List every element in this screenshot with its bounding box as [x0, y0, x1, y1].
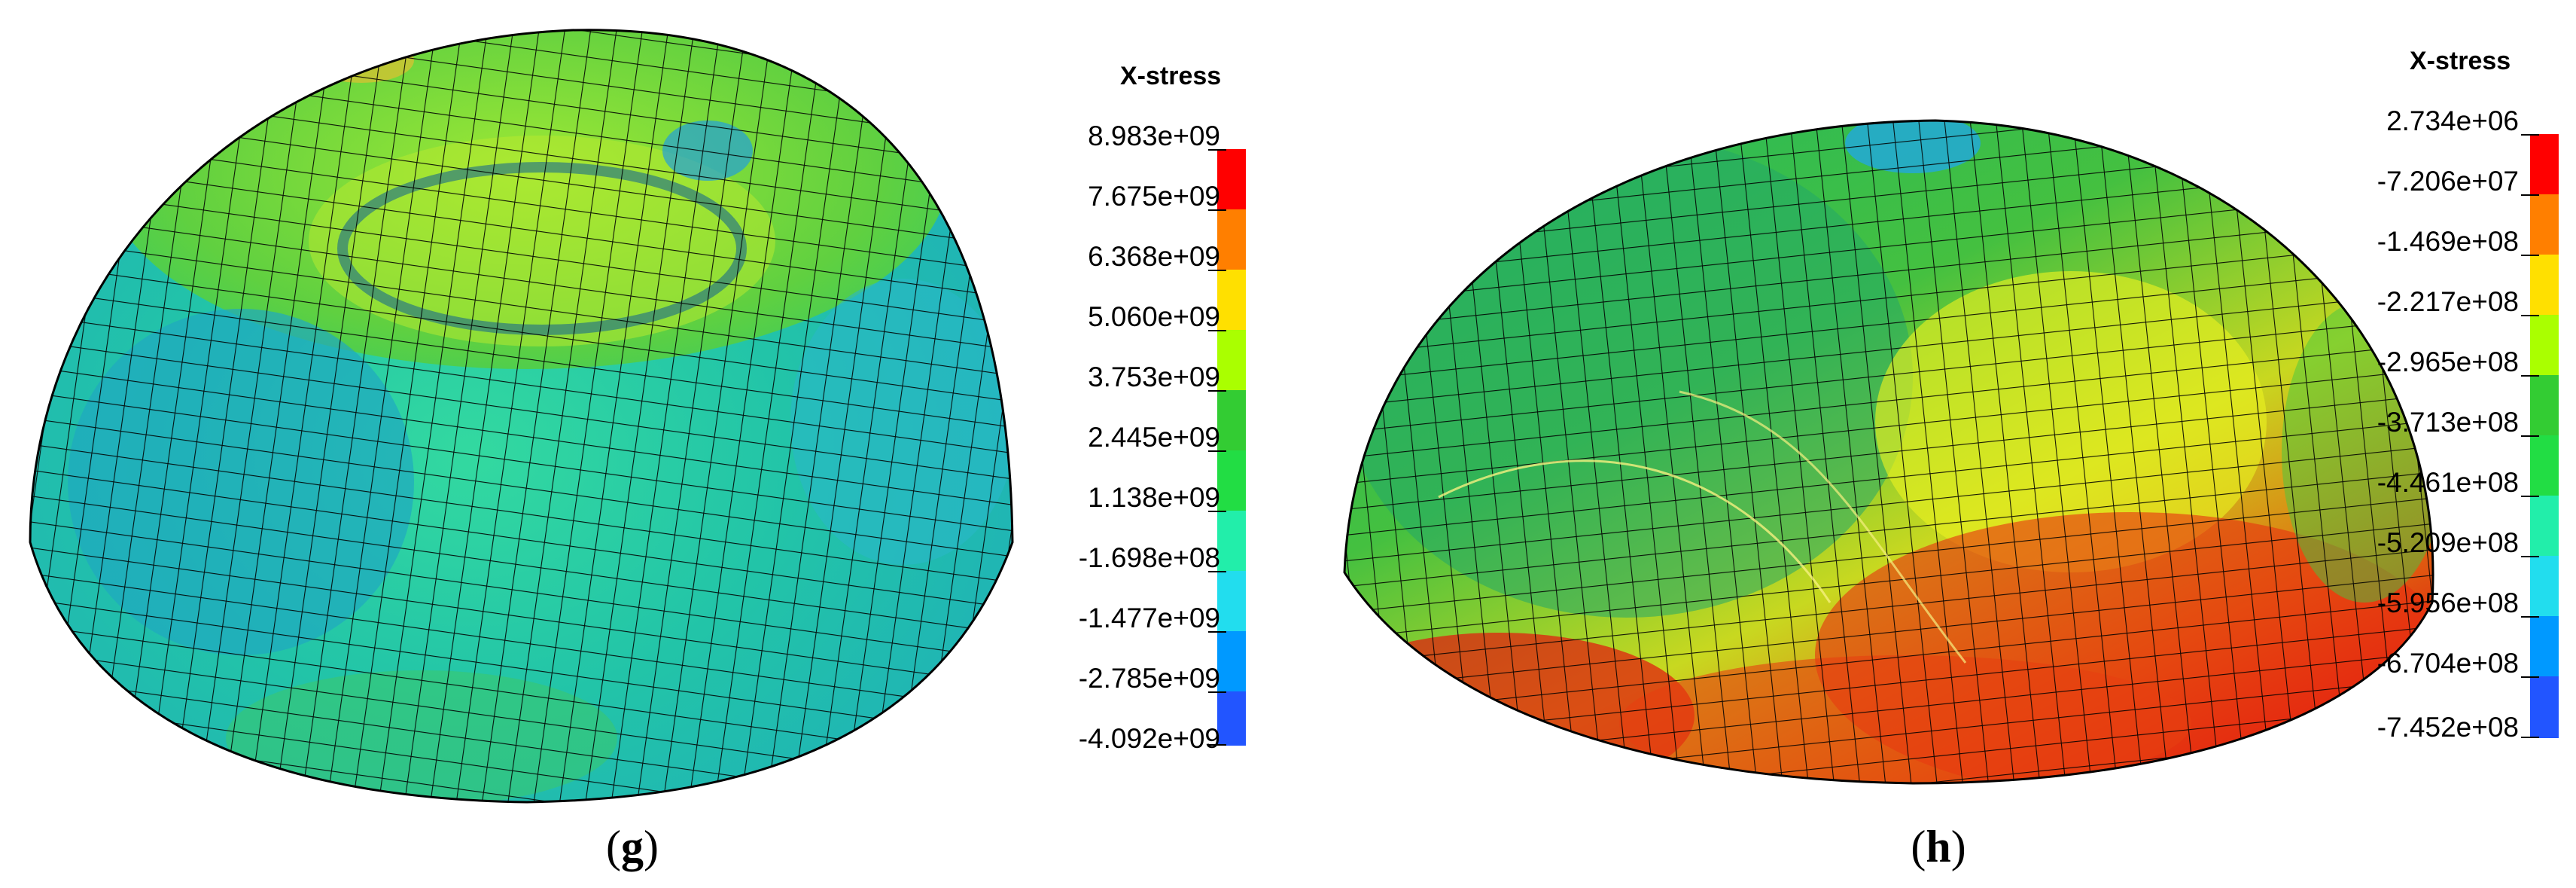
legend-label: -2.965e+08 [2377, 346, 2519, 377]
legend-swatch [2530, 315, 2559, 377]
legend-swatch [2530, 375, 2559, 437]
legend-label: -7.452e+08 [2377, 712, 2519, 743]
legend-label: -6.704e+08 [2377, 648, 2519, 679]
legend-swatch [1217, 209, 1246, 271]
legend-swatch [1217, 330, 1246, 392]
legend-swatch [1217, 149, 1246, 211]
legend-label: -2.785e+09 [1078, 663, 1220, 694]
legend-swatch [1217, 691, 1246, 746]
legend-tick [2521, 255, 2539, 256]
legend-swatch [2530, 496, 2559, 557]
legend-label: -4.092e+09 [1078, 723, 1220, 754]
legend-tick [1208, 450, 1226, 452]
legend-tick [2521, 737, 2539, 738]
legend-tick [2521, 676, 2539, 678]
mesh-dome-g [29, 29, 1014, 804]
legend-label: -1.477e+09 [1078, 603, 1220, 633]
mesh-dome-h [1343, 119, 2434, 785]
legend-tick [1208, 330, 1226, 331]
legend-swatch [1217, 511, 1246, 572]
legend-label: -1.698e+08 [1078, 542, 1220, 573]
legend-swatch [2530, 676, 2559, 738]
legend-swatch [1217, 450, 1246, 512]
legend-label: -4.461e+08 [2377, 467, 2519, 498]
legend-label: -5.209e+08 [2377, 527, 2519, 558]
legend-swatch [2530, 194, 2559, 256]
legend-label: 3.753e+09 [1088, 362, 1220, 392]
legend-swatch [2530, 616, 2559, 678]
legend-tick [2521, 194, 2539, 196]
legend-tick [1208, 270, 1226, 271]
legend-tick [2521, 496, 2539, 497]
legend-swatch [2530, 435, 2559, 497]
legend-label: 1.138e+09 [1088, 482, 1220, 513]
legend-tick [2521, 375, 2539, 377]
legend-swatch [1217, 390, 1246, 452]
legend-tick [2521, 435, 2539, 437]
legend-label: 2.445e+09 [1088, 422, 1220, 453]
legend-tick [2521, 556, 2539, 557]
legend-tick [1208, 631, 1226, 633]
legend-label: -3.713e+08 [2377, 407, 2519, 438]
legend-tick [1208, 209, 1226, 211]
panel-g: X-stress 8.983e+09 7.675e+09 6.368e+09 5… [29, 29, 1246, 871]
legend-tick [1208, 149, 1226, 151]
legend-swatch [2530, 255, 2559, 316]
legend-label: 7.675e+09 [1088, 181, 1220, 212]
legend-tick [2521, 616, 2539, 618]
panel-h: X-stress 2.734e+06 -7.206e+07 -1.469e+08… [1288, 0, 2576, 888]
legend-tick [1208, 390, 1226, 392]
legend-label: 5.060e+09 [1088, 301, 1220, 332]
legend-swatch [1217, 270, 1246, 331]
legend-swatch [2530, 556, 2559, 618]
legend-label: 2.734e+06 [2386, 105, 2519, 136]
legend-label: -2.217e+08 [2377, 286, 2519, 317]
legend-label: -1.469e+08 [2377, 226, 2519, 257]
legend-colorbar-g [1217, 149, 1246, 746]
legend-label: 6.368e+09 [1088, 241, 1220, 272]
legend-tick [1208, 571, 1226, 572]
caption-h: (h) [1911, 822, 1966, 871]
legend-tick [2521, 134, 2539, 136]
legend-label: 8.983e+09 [1088, 121, 1220, 151]
legend-tick [1208, 511, 1226, 512]
legend-tick [2521, 315, 2539, 316]
legend-label: -7.206e+07 [2377, 166, 2519, 197]
legend-swatch [1217, 571, 1246, 633]
legend-swatch [2530, 134, 2559, 196]
legend-label: -5.956e+08 [2377, 587, 2519, 618]
legend-title-h: X-stress [2410, 47, 2511, 75]
legend-swatch [1217, 631, 1246, 693]
legend-title-g: X-stress [1120, 62, 1222, 90]
caption-g: (g) [606, 822, 659, 871]
legend-tick [1208, 744, 1226, 746]
legend-colorbar-h [2530, 134, 2559, 738]
legend-tick [1208, 691, 1226, 693]
